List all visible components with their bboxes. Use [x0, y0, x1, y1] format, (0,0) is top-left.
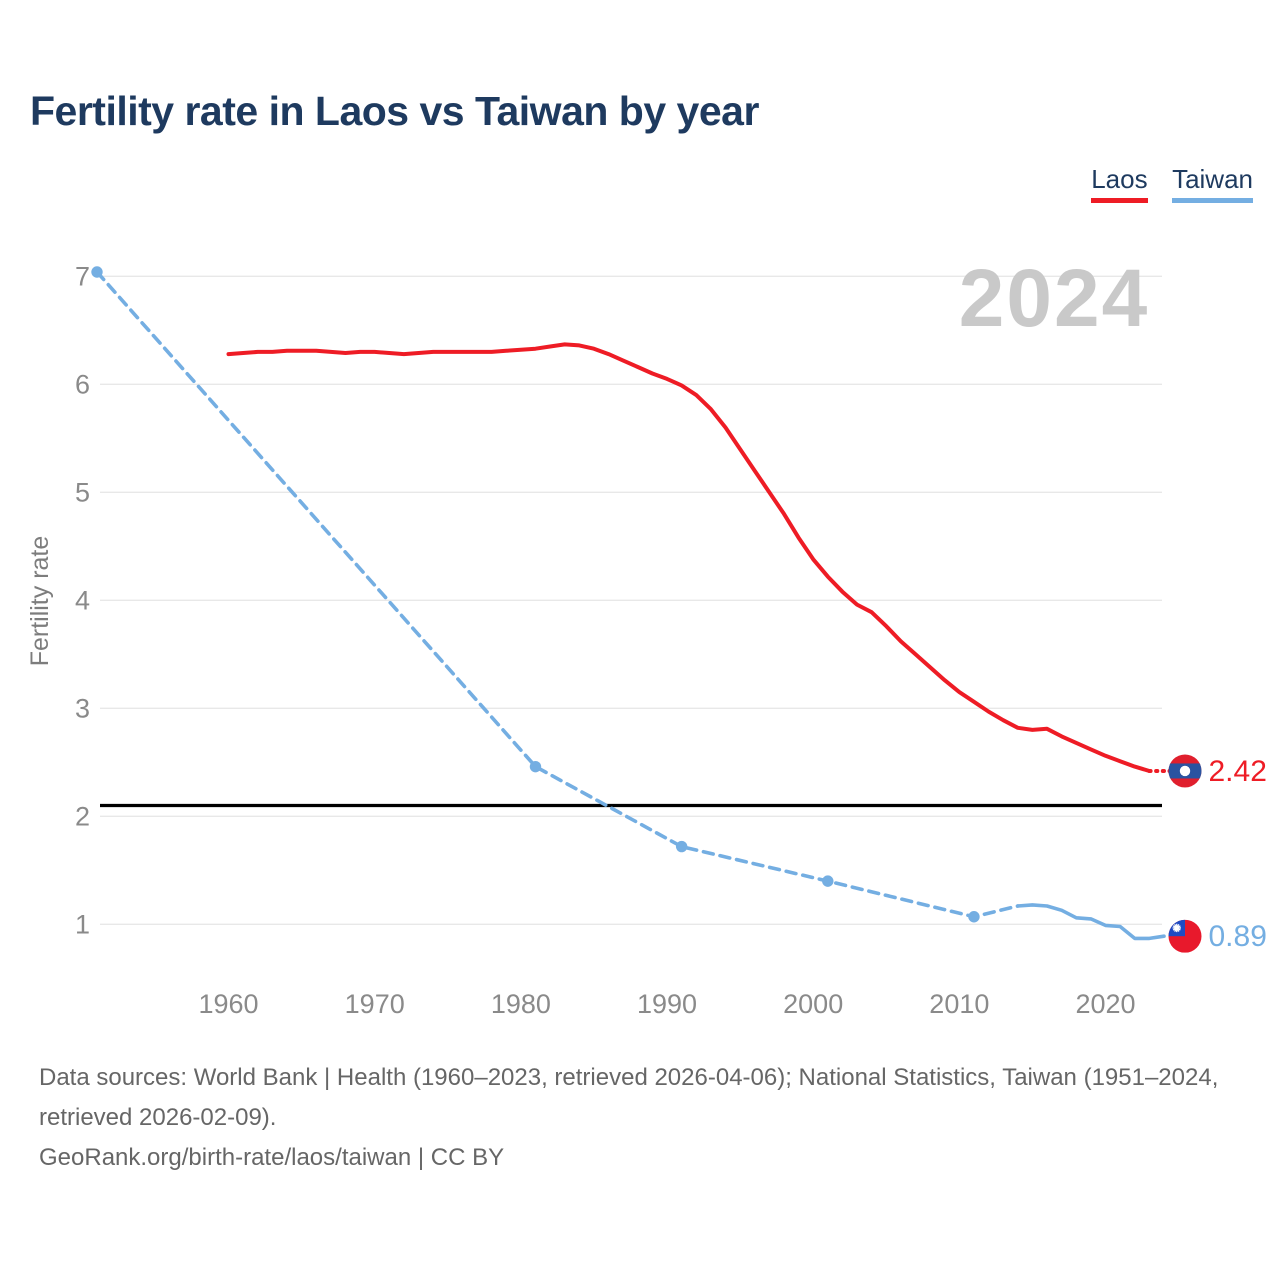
- taiwan-flag-icon: [1168, 919, 1202, 953]
- y-tick-label: 3: [75, 693, 90, 723]
- x-tick-label: 1990: [637, 989, 697, 1019]
- end-value-label-laos: 2.42: [1209, 755, 1267, 788]
- x-tick-label: 2010: [929, 989, 989, 1019]
- data-point-marker: [968, 911, 980, 923]
- x-tick-label: 1970: [345, 989, 405, 1019]
- x-tick-label: 1980: [491, 989, 551, 1019]
- data-point-marker: [822, 875, 834, 887]
- data-sources-text: Data sources: World Bank | Health (1960–…: [39, 1064, 1219, 1131]
- legend-item-taiwan[interactable]: Taiwan: [1172, 164, 1253, 203]
- series-line-taiwan-solid: [1016, 903, 1166, 941]
- chart-footer: Data sources: World Bank | Health (1960–…: [39, 1058, 1254, 1178]
- series-line-laos-solid: [226, 342, 1152, 773]
- year-watermark: 2024: [959, 253, 1149, 344]
- y-axis-title: Fertility rate: [26, 536, 54, 667]
- data-point-marker: [91, 266, 103, 278]
- data-point-marker: [675, 840, 688, 853]
- laos-flag-icon: [1168, 754, 1202, 788]
- legend-item-laos[interactable]: Laos: [1091, 164, 1148, 203]
- x-tick-label: 2020: [1075, 989, 1135, 1019]
- attribution-text: GeoRank.org/birth-rate/laos/taiwan | CC …: [39, 1144, 505, 1171]
- chart-legend: Laos Taiwan: [1071, 164, 1253, 203]
- end-value-label-taiwan: 0.89: [1209, 920, 1267, 953]
- x-tick-label: 2000: [783, 989, 843, 1019]
- y-tick-label: 4: [75, 585, 90, 615]
- series-line-taiwan-dashed: [95, 270, 1020, 919]
- x-tick-label: 1960: [199, 989, 259, 1019]
- y-tick-label: 2: [75, 801, 90, 831]
- y-tick-label: 5: [75, 477, 90, 507]
- y-tick-label: 1: [75, 909, 90, 939]
- data-point-marker: [529, 760, 542, 773]
- page-title: Fertility rate in Laos vs Taiwan by year: [30, 88, 759, 134]
- y-tick-label: 7: [75, 261, 90, 291]
- y-tick-label: 6: [75, 369, 90, 399]
